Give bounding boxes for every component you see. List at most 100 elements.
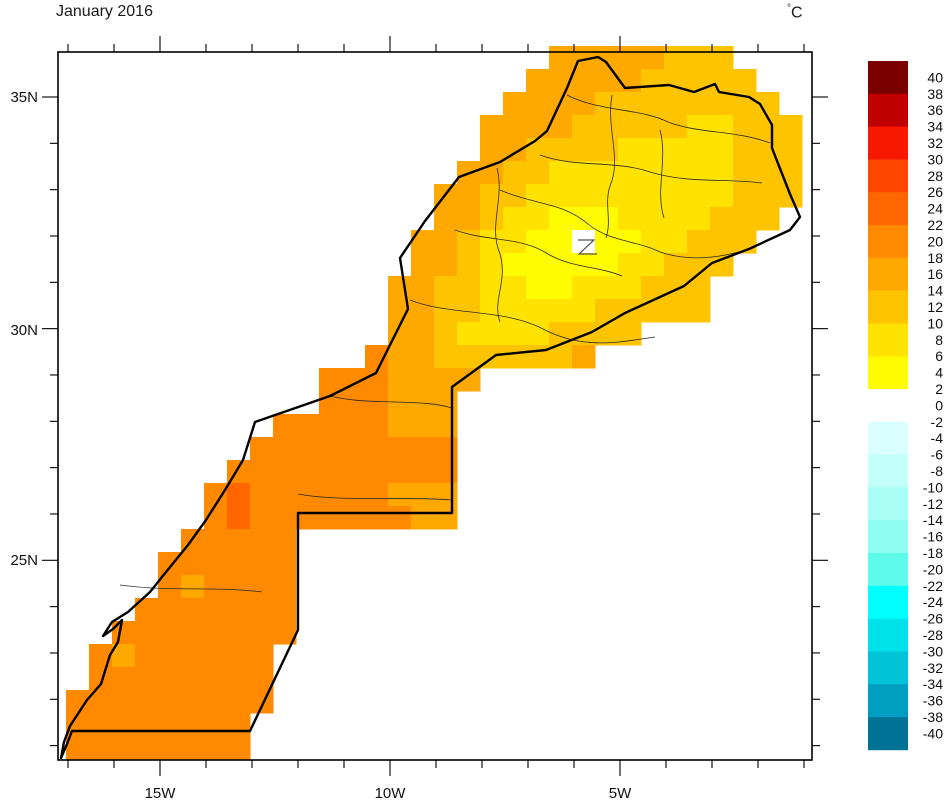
grid-cell [365,368,389,392]
grid-cell [756,115,780,139]
grid-cell [687,276,711,300]
grid-cell [204,483,228,507]
grid-cell [365,414,389,438]
grid-cell [250,598,274,622]
grid-cell [503,276,527,300]
grid-cell [618,322,642,346]
grid-cell [457,253,481,277]
grid-cell [388,460,412,484]
grid-cell [756,184,780,208]
grid-cell [618,115,642,139]
grid-cell [733,161,757,185]
grid-cell [595,207,619,231]
grid-cell [250,575,274,599]
grid-cell [204,644,228,668]
grid-cell [457,184,481,208]
grid-cell [112,644,136,668]
grid-cell [181,713,205,737]
grid-cell [89,713,113,737]
grid-cell [273,460,297,484]
grid-cell [480,322,504,346]
grid-cell [434,230,458,254]
grid-cell [273,437,297,461]
grid-cell [227,644,251,668]
grid-cell [204,598,228,622]
colorbar-tick-label: 4 [935,365,943,381]
grid-cell [434,437,458,461]
grid-cell [641,46,665,70]
colorbar-box [868,339,908,357]
grid-cell [549,115,573,139]
grid-cell [526,276,550,300]
grid-cell [181,690,205,714]
grid-cell [181,644,205,668]
grid-cell [296,437,320,461]
colorbar-box [868,553,908,570]
grid-cell [687,230,711,254]
grid-cell [664,138,688,162]
colorbar-box [868,307,908,324]
colorbar-tick-label: -8 [931,463,944,479]
colorbar-box [868,585,908,603]
grid-cell [641,138,665,162]
plot-frame [57,51,813,761]
grid-cell [618,161,642,185]
colorbar-box [868,405,908,423]
grid-cell [687,46,711,70]
grid-cell [572,253,596,277]
grid-cell [549,138,573,162]
grid-cell [710,184,734,208]
grid-cell [733,138,757,162]
grid-cell [733,184,757,208]
grid-cell [687,69,711,93]
colorbar-box [868,700,908,718]
grid-cell [595,299,619,323]
grid-cell [66,690,90,714]
colorbar-tick-label: -40 [923,725,943,741]
grid-cell [595,253,619,277]
grid-cell [227,621,251,645]
grid-cell [434,506,458,530]
grid-cell [250,460,274,484]
grid-cell [135,644,159,668]
grid-cell [112,690,136,714]
grid-cell [181,552,205,576]
colorbar-tick-label: 8 [935,332,943,348]
grid-cell [319,506,343,530]
colorbar-tick-label: 36 [927,102,943,118]
grid-cell [549,230,573,254]
grid-cell [503,345,527,369]
grid-cell [480,253,504,277]
colorbar-tick-label: 22 [927,217,943,233]
colorbar-tick-label: -22 [923,578,943,594]
grid-cell [273,575,297,599]
grid-cell [158,736,182,760]
grid-cell [204,690,228,714]
grid-cell [296,483,320,507]
colorbar-tick-label: -24 [923,594,943,610]
grid-cell [342,391,366,415]
grid-cell [365,345,389,369]
grid-cell [181,621,205,645]
grid-cell [457,345,481,369]
colorbar-box [868,93,908,111]
grid-cell [526,345,550,369]
unit-label: °C [787,3,803,22]
grid-cell [641,184,665,208]
grid-cell [158,598,182,622]
grid-cell [710,115,734,139]
grid-cell [411,437,435,461]
colorbar-box [868,536,908,554]
grid-cell [227,506,251,530]
grid-cell [572,161,596,185]
grid-cell [503,253,527,277]
grid-cell [342,437,366,461]
grid-cell [664,230,688,254]
grid-cell [227,483,251,507]
colorbar-tick-label: 14 [927,283,943,299]
colorbar-tick-label: 10 [927,315,943,331]
grid-cell [641,299,665,323]
grid-cell [480,138,504,162]
grid-cell [664,46,688,70]
colorbar-box [868,717,908,734]
